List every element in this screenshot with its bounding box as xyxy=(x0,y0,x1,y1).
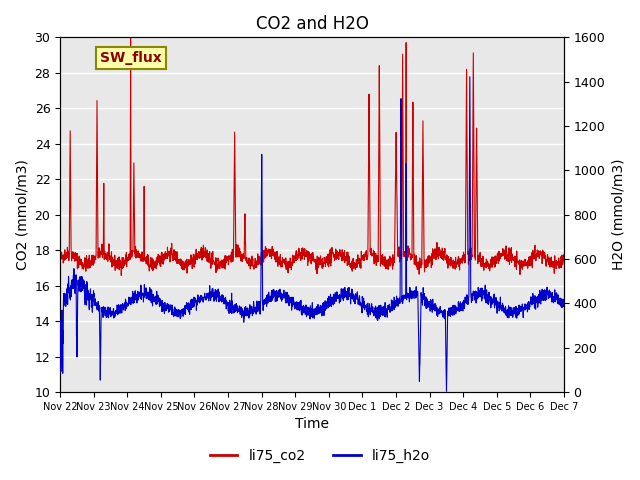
X-axis label: Time: Time xyxy=(295,418,329,432)
Legend: li75_co2, li75_h2o: li75_co2, li75_h2o xyxy=(204,443,436,468)
Y-axis label: H2O (mmol/m3): H2O (mmol/m3) xyxy=(611,159,625,270)
Title: CO2 and H2O: CO2 and H2O xyxy=(255,15,369,33)
Text: SW_flux: SW_flux xyxy=(100,51,162,65)
Y-axis label: CO2 (mmol/m3): CO2 (mmol/m3) xyxy=(15,159,29,270)
